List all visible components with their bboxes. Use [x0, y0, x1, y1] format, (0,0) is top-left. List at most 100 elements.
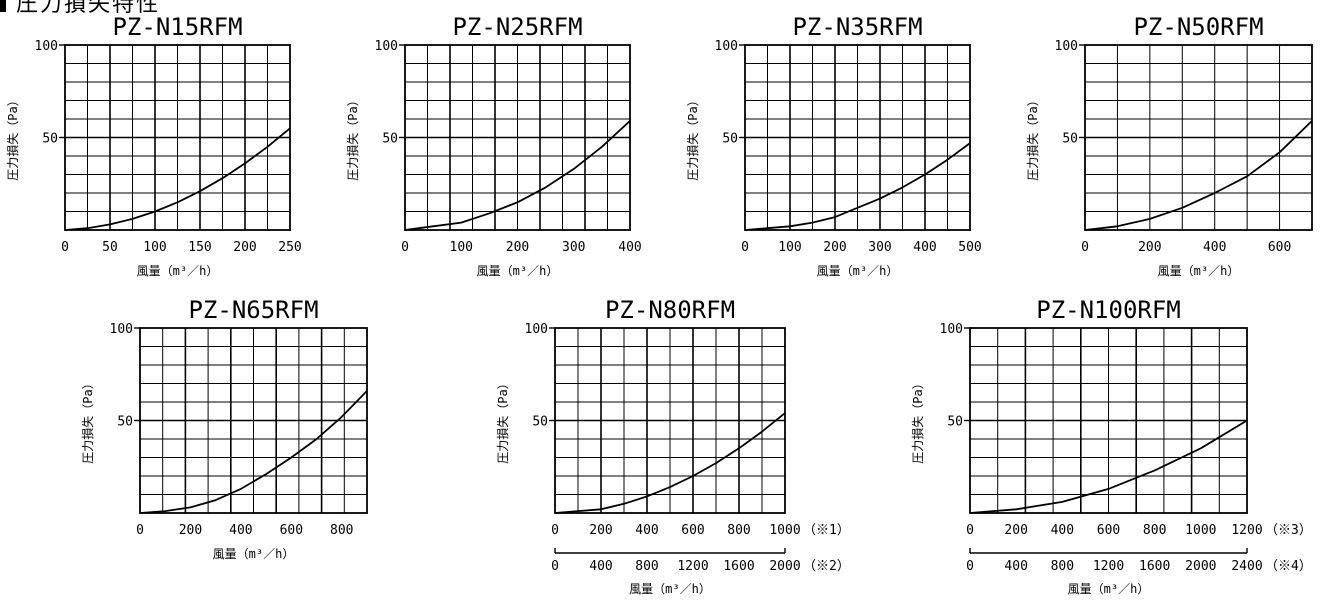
x-axis-label: 風量（m³／h） [213, 547, 295, 561]
x-axis-label: 風量（m³／h） [477, 264, 559, 278]
x-tick-label: 0 [741, 240, 749, 255]
x2-tick-label: 0 [551, 559, 559, 574]
y-tick-label: 50 [42, 132, 58, 147]
x2-tick-label: 2400 [1231, 559, 1262, 574]
x2-tick-label: 1200 [677, 559, 708, 574]
chart-title: PZ-N15RFM [112, 13, 242, 41]
x-tick-label: 1200 [1231, 523, 1262, 538]
x2-tick-label: 800 [635, 559, 658, 574]
y-tick-label: 100 [715, 39, 738, 54]
pressure-loss-curve [744, 142, 971, 231]
y-axis-label: 圧力損失（Pa） [495, 377, 510, 463]
x-tick-label: 0 [551, 523, 559, 538]
x-tick-label: 600 [681, 523, 704, 538]
x2-tick-label: 400 [589, 559, 612, 574]
x-tick-label: 1000 [769, 523, 800, 538]
x-tick-label: 0 [61, 240, 69, 255]
x2-tick-label: 1200 [1093, 559, 1124, 574]
x-axis-note: （※1） [803, 523, 850, 538]
y-axis-label: 圧力損失（Pa） [80, 377, 95, 463]
y-tick-label: 50 [1062, 132, 1078, 147]
x-tick-label: 500 [958, 240, 981, 255]
x-tick-label: 200 [179, 523, 202, 538]
x2-tick-label: 800 [1051, 559, 1074, 574]
x-axis-note: （※3） [1265, 523, 1312, 538]
chart-title: PZ-N50RFM [1133, 13, 1263, 41]
x-tick-label: 600 [1097, 523, 1120, 538]
y-axis-label: 圧力損失（Pa） [345, 94, 360, 180]
pressure-loss-curve [139, 390, 368, 514]
y-tick-label: 50 [117, 415, 133, 430]
x-tick-label: 200 [823, 240, 846, 255]
x-tick-label: 200 [506, 240, 529, 255]
pressure-loss-curve [1084, 120, 1313, 231]
x-tick-label: 250 [278, 240, 301, 255]
y-tick-label: 50 [722, 132, 738, 147]
x2-tick-label: 1600 [723, 559, 754, 574]
chart-2: PZ-N25RFM 50 100 圧力損失（Pa） 0 100 200 300 400 風量（m³… [345, 13, 642, 278]
x-tick-label: 200 [233, 240, 256, 255]
chart-title: PZ-N35RFM [792, 13, 922, 41]
x-tick-label: 800 [1143, 523, 1166, 538]
x-tick-label: 400 [1051, 523, 1074, 538]
y-axis-label: 圧力損失（Pa） [1025, 94, 1040, 180]
x-tick-label: 800 [727, 523, 750, 538]
y-tick-label: 100 [35, 39, 58, 54]
x-tick-label: 400 [1203, 240, 1226, 255]
page-title: 圧力損失特性 [16, 0, 161, 17]
chart-title: PZ-N80RFM [605, 296, 735, 324]
x2-tick-label: 400 [1004, 559, 1027, 574]
y-tick-label: 50 [382, 132, 398, 147]
x-tick-label: 400 [913, 240, 936, 255]
x2-tick-label: 2000 [769, 559, 800, 574]
x-tick-label: 0 [966, 523, 974, 538]
x-tick-label: 200 [589, 523, 612, 538]
y-tick-label: 100 [375, 39, 398, 54]
x2-tick-label: 1600 [1139, 559, 1170, 574]
chart-5: PZ-N65RFM 50 100 圧力損失（Pa） 0 200 400 600 800 風量（m³… [80, 296, 368, 561]
y-tick-label: 100 [110, 322, 133, 337]
y-tick-label: 50 [532, 415, 548, 430]
chart-title: PZ-N65RFM [188, 296, 318, 324]
page-header: 圧力損失特性 [0, 0, 160, 17]
x-tick-label: 600 [280, 523, 303, 538]
pressure-loss-curve [64, 127, 291, 231]
x-tick-label: 200 [1004, 523, 1027, 538]
y-tick-label: 100 [1055, 39, 1078, 54]
chart-4: PZ-N50RFM 50 100 圧力損失（Pa） 0 200 400 600 風量（m³／h） [1025, 13, 1313, 278]
chart-7: PZ-N100RFM 50 100 圧力損失（Pa） 0 200 400 600 800 1000… [910, 296, 1312, 596]
x-tick-label: 800 [330, 523, 353, 538]
x2-axis-note: （※2） [803, 559, 850, 574]
x2-tick-label: 0 [966, 559, 974, 574]
chart-title: PZ-N100RFM [1036, 296, 1181, 324]
x-tick-label: 300 [868, 240, 891, 255]
x-tick-label: 1000 [1185, 523, 1216, 538]
x-tick-label: 400 [229, 523, 252, 538]
x-tick-label: 150 [188, 240, 211, 255]
x-tick-label: 0 [1081, 240, 1089, 255]
y-axis-label: 圧力損失（Pa） [5, 94, 20, 180]
x-tick-label: 400 [635, 523, 658, 538]
x-tick-label: 100 [143, 240, 166, 255]
x-tick-label: 100 [778, 240, 801, 255]
x-tick-label: 100 [450, 240, 473, 255]
y-tick-label: 50 [947, 415, 963, 430]
x-tick-label: 50 [102, 240, 118, 255]
y-tick-label: 100 [940, 322, 963, 337]
x-tick-label: 300 [562, 240, 585, 255]
pressure-loss-curve [554, 412, 786, 514]
y-axis-label: 圧力損失（Pa） [910, 377, 925, 463]
chart-3: PZ-N35RFM 50 100 圧力損失（Pa） 0 100 200 300 400 500 風量… [685, 13, 982, 278]
y-tick-label: 100 [525, 322, 548, 337]
chart-1: PZ-N15RFM 50 100 圧力損失（Pa） 0 50 100 150 200 250 風量（… [5, 13, 302, 278]
x-tick-label: 200 [1138, 240, 1161, 255]
x2-axis-note: （※4） [1265, 559, 1312, 574]
x-axis-label: 風量（m³／h） [1158, 264, 1240, 278]
y-axis-label: 圧力損失（Pa） [685, 94, 700, 180]
x-axis-label: 風量（m³／h） [137, 264, 219, 278]
x-tick-label: 600 [1268, 240, 1291, 255]
header-marker [0, 0, 6, 12]
x-tick-label: 400 [618, 240, 641, 255]
x2-tick-label: 2000 [1185, 559, 1216, 574]
